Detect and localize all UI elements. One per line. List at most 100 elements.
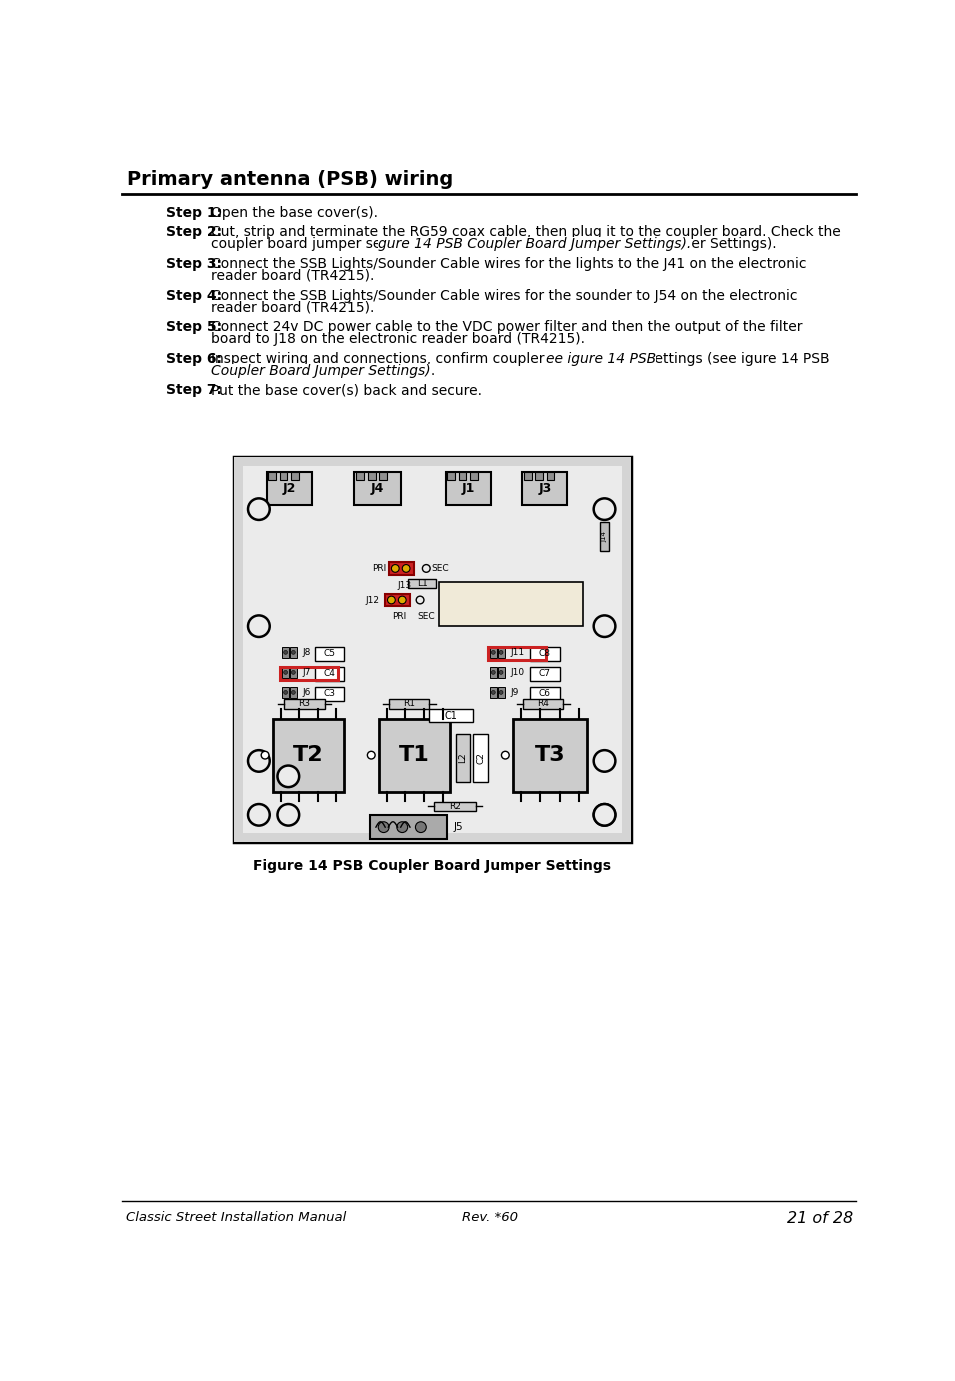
- Circle shape: [278, 804, 299, 826]
- Text: J6: J6: [303, 688, 310, 697]
- Bar: [315, 686, 344, 702]
- Text: ee igure 14 PSB: ee igure 14 PSB: [545, 352, 656, 366]
- Text: J8: J8: [303, 648, 310, 657]
- Text: Step 5:: Step 5:: [166, 320, 222, 334]
- Text: Step 3:: Step 3:: [166, 257, 222, 271]
- Text: R4: R4: [538, 699, 549, 708]
- Text: Step 4:: Step 4:: [166, 289, 222, 302]
- Text: J9: J9: [510, 688, 519, 697]
- Text: J7: J7: [303, 668, 310, 677]
- Bar: [490, 667, 497, 678]
- Bar: [290, 686, 297, 697]
- Text: Figure 14 PSB Coupler Board Jumper Settings: Figure 14 PSB Coupler Board Jumper Setti…: [253, 859, 611, 873]
- Text: Step 1:: Step 1:: [166, 206, 222, 220]
- Circle shape: [499, 670, 503, 674]
- Text: PRI: PRI: [371, 563, 386, 573]
- Circle shape: [492, 650, 496, 655]
- Bar: [266, 472, 311, 504]
- Bar: [234, 457, 631, 842]
- Text: SEC: SEC: [432, 563, 449, 573]
- Text: J1: J1: [461, 482, 475, 494]
- Bar: [268, 472, 276, 479]
- Bar: [280, 472, 287, 479]
- Circle shape: [422, 565, 430, 572]
- Circle shape: [378, 822, 389, 833]
- Bar: [368, 472, 375, 479]
- Circle shape: [248, 616, 269, 637]
- Bar: [487, 646, 545, 660]
- Bar: [536, 472, 543, 479]
- Circle shape: [415, 822, 426, 833]
- Circle shape: [368, 751, 375, 760]
- Bar: [282, 686, 289, 697]
- Bar: [498, 667, 504, 678]
- Bar: [244, 465, 622, 833]
- Bar: [446, 472, 491, 504]
- Text: gure 14 PSB Coupler Board Jumper Settings).: gure 14 PSB Coupler Board Jumper Setting…: [378, 238, 691, 251]
- Bar: [439, 581, 583, 626]
- Text: C7: C7: [539, 670, 551, 678]
- Bar: [498, 686, 504, 697]
- Circle shape: [402, 565, 410, 572]
- Circle shape: [284, 650, 287, 655]
- Text: R1: R1: [403, 699, 415, 708]
- Bar: [498, 646, 504, 657]
- Text: J13: J13: [397, 581, 412, 590]
- Bar: [409, 579, 436, 588]
- Bar: [434, 802, 476, 811]
- Bar: [280, 667, 338, 679]
- Text: C3: C3: [324, 689, 335, 699]
- Circle shape: [291, 690, 295, 695]
- Bar: [546, 472, 554, 479]
- Circle shape: [291, 650, 295, 655]
- Text: SEC: SEC: [417, 612, 435, 621]
- Text: Step 7:: Step 7:: [166, 384, 222, 398]
- Text: J10: J10: [510, 668, 524, 677]
- Text: C6: C6: [539, 689, 551, 699]
- Circle shape: [248, 750, 269, 772]
- Bar: [122, 168, 857, 193]
- Circle shape: [416, 597, 424, 603]
- Circle shape: [398, 597, 406, 603]
- Text: Connect 24v DC power cable to the VDC power filter and then the output of the fi: Connect 24v DC power cable to the VDC po…: [211, 320, 802, 334]
- Circle shape: [392, 565, 399, 572]
- Text: J11: J11: [510, 648, 524, 657]
- Bar: [530, 686, 560, 702]
- Text: J14: J14: [602, 532, 607, 543]
- Text: Put the base cover(s) back and secure.: Put the base cover(s) back and secure.: [211, 384, 482, 398]
- Circle shape: [262, 751, 269, 760]
- Text: J3: J3: [539, 482, 551, 494]
- Bar: [470, 472, 478, 479]
- Text: J2: J2: [283, 482, 296, 494]
- Bar: [490, 686, 497, 697]
- Text: board to J18 on the electronic reader board (TR4215).: board to J18 on the electronic reader bo…: [211, 331, 584, 347]
- Text: Step 6:: Step 6:: [166, 352, 222, 366]
- Text: R2: R2: [449, 802, 461, 811]
- Bar: [379, 718, 451, 791]
- Text: T1: T1: [399, 746, 430, 765]
- Text: J12: J12: [366, 595, 380, 605]
- Circle shape: [284, 690, 287, 695]
- Bar: [354, 472, 401, 504]
- Bar: [473, 733, 488, 782]
- Bar: [524, 472, 532, 479]
- Bar: [291, 472, 299, 479]
- Bar: [315, 646, 344, 661]
- Bar: [290, 646, 297, 657]
- Circle shape: [499, 650, 503, 655]
- Circle shape: [501, 751, 509, 760]
- Bar: [513, 718, 586, 791]
- Circle shape: [278, 765, 299, 787]
- Circle shape: [594, 804, 615, 826]
- Bar: [389, 699, 430, 708]
- Text: J4: J4: [371, 482, 384, 494]
- Text: Connect the SSB Lights/Sounder Cable wires for the lights to the J41 on the elec: Connect the SSB Lights/Sounder Cable wir…: [211, 257, 806, 271]
- Text: J5: J5: [454, 822, 463, 833]
- Text: Rev. *60: Rev. *60: [462, 1211, 518, 1224]
- Text: reader board (TR4215).: reader board (TR4215).: [211, 301, 374, 315]
- Bar: [315, 667, 344, 681]
- Bar: [273, 718, 344, 791]
- Circle shape: [594, 804, 615, 826]
- Text: L2: L2: [458, 753, 467, 764]
- Bar: [530, 667, 560, 681]
